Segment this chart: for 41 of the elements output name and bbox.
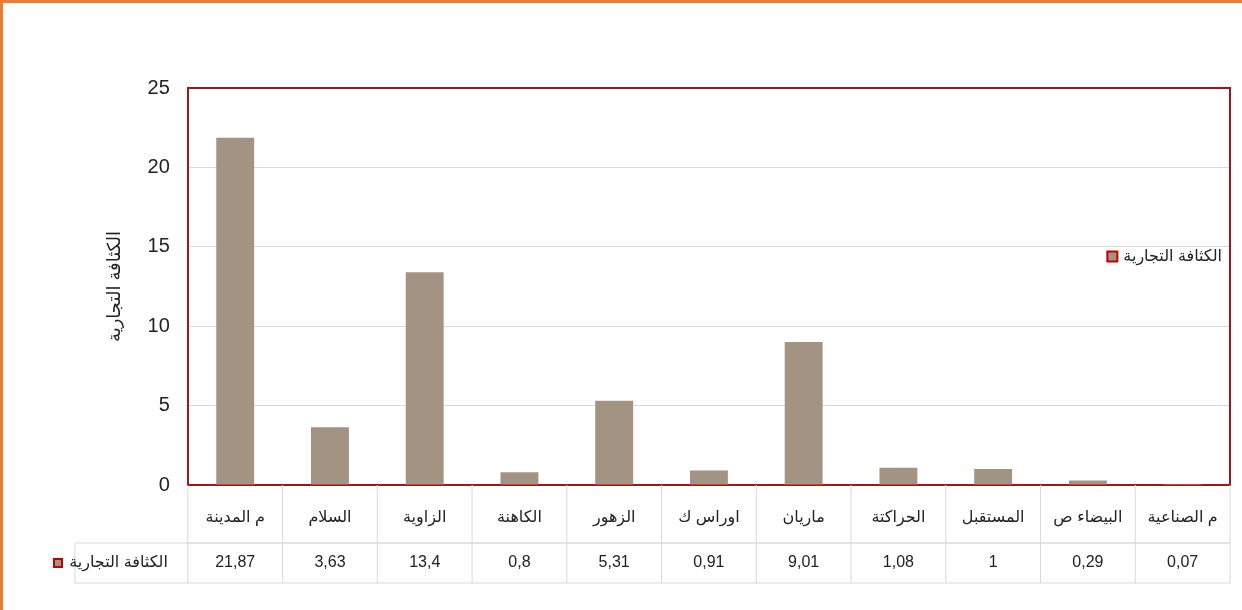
bar xyxy=(1068,480,1107,485)
x-tick-label: الزهور xyxy=(591,508,636,528)
data-label: 0,29 xyxy=(1072,553,1104,571)
y-tick-label: 10 xyxy=(147,313,170,336)
bar xyxy=(689,470,728,485)
y-tick-label: 5 xyxy=(158,393,170,416)
x-tick-label: البيضاء ص xyxy=(1053,508,1123,528)
x-tick-label: ماريان xyxy=(782,508,825,528)
data-label: 21,87 xyxy=(215,553,256,571)
y-axis-title: الكثافة التجارية xyxy=(103,231,124,342)
bar xyxy=(879,467,918,485)
text: الكثافة التجارية xyxy=(69,553,168,571)
x-tick-label: الحراكتة xyxy=(871,508,926,528)
bar xyxy=(784,341,823,485)
x-tick-label: المستقبل xyxy=(961,508,1025,526)
x-tick-label: م المدينة xyxy=(205,508,265,527)
data-label: 1 xyxy=(988,553,998,571)
data-label: 5,31 xyxy=(598,553,630,571)
y-tick-label: 0 xyxy=(158,472,170,495)
data-label: 3,63 xyxy=(314,553,346,571)
bar xyxy=(405,272,444,485)
data-label: 0,8 xyxy=(508,553,531,571)
data-label: 0,07 xyxy=(1167,553,1199,571)
bar xyxy=(311,427,349,485)
y-tick-label: 20 xyxy=(147,154,170,177)
bar xyxy=(595,400,634,485)
legend-label: الكثافة التجارية xyxy=(1123,246,1222,266)
data-label: 13,4 xyxy=(409,553,441,571)
x-tick-label: اوراس ك xyxy=(678,508,740,528)
data-label: 0,91 xyxy=(693,553,725,571)
bar xyxy=(974,469,1013,485)
x-tick-label: السلام xyxy=(308,508,352,527)
y-tick-label: 25 xyxy=(147,75,170,98)
data-label: 1,08 xyxy=(882,553,915,571)
y-tick-label: 15 xyxy=(147,234,170,257)
bar xyxy=(500,472,539,485)
data-label: 9,01 xyxy=(788,553,820,571)
x-tick-label: م الصناعية xyxy=(1147,508,1218,527)
x-tick-label: الزاوية xyxy=(403,508,447,528)
bar xyxy=(216,137,255,485)
x-tick-label: الكاهنة xyxy=(497,508,542,526)
